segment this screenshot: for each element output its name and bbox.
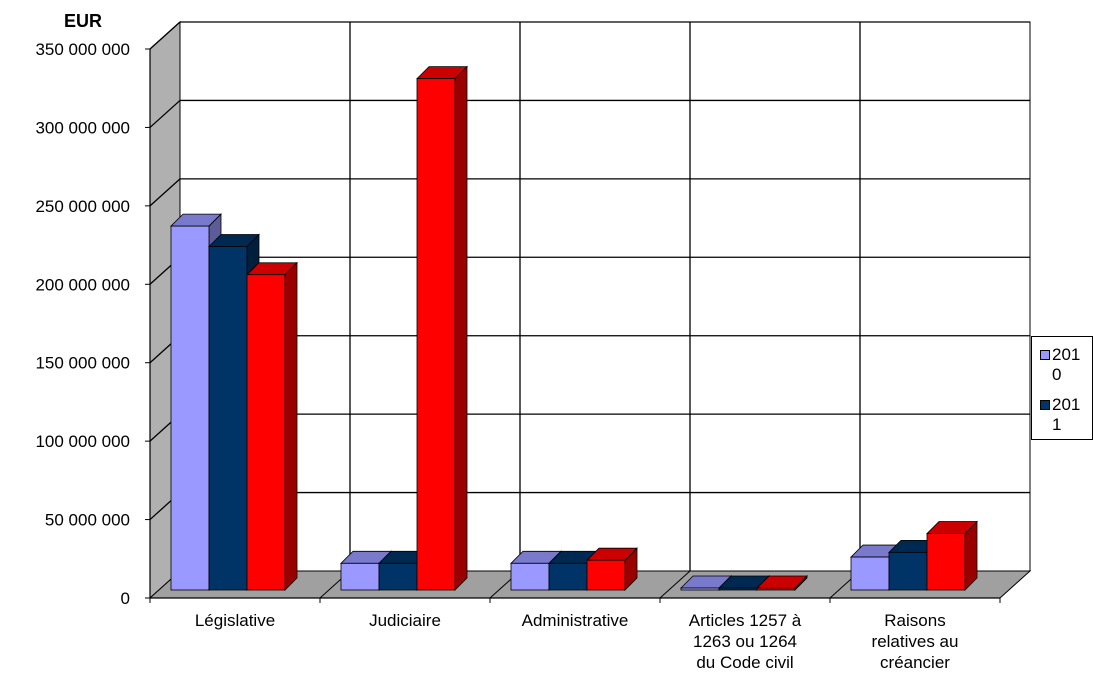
bar-front [680, 587, 720, 591]
axes [145, 48, 1001, 603]
bar-3-cat-4 [756, 575, 808, 591]
y-tick-label: 200 000 000 [35, 275, 130, 294]
bars [170, 65, 978, 591]
y-tick-label: 100 000 000 [35, 432, 130, 451]
bar-front [416, 78, 456, 591]
bar-side [454, 65, 468, 591]
gridlines [149, 21, 1030, 599]
y-tick-label: 250 000 000 [35, 197, 130, 216]
bar-front [926, 533, 966, 591]
y-tick-label: 150 000 000 [35, 354, 130, 373]
x-category-label: relatives au [872, 632, 959, 651]
x-category-label: créancier [880, 653, 950, 672]
bar-front [510, 562, 550, 591]
floor-divider [659, 570, 691, 599]
back-wall [179, 21, 1031, 572]
x-category-label: Judiciaire [369, 611, 441, 630]
y-tick-labels: 0 50 000 000 100 000 000 150 000 000 200 000… [35, 40, 130, 608]
legend-swatch-2011 [1040, 400, 1050, 410]
chart-walls [148, 20, 1032, 600]
bar-side [284, 261, 298, 591]
x-category-label: du Code civil [696, 653, 793, 672]
x-category-label: Articles 1257 à [689, 611, 802, 630]
y-axis-unit-label: EUR [64, 11, 102, 31]
bar-3-cat-3 [586, 547, 638, 591]
bar-front [586, 559, 626, 591]
gridline-side [149, 99, 181, 128]
bar-front [246, 274, 286, 591]
y-tick-label: 0 [121, 589, 130, 608]
bar-front [888, 551, 928, 591]
legend-label-2010: 2010 [1052, 345, 1081, 384]
bar-front [378, 562, 418, 591]
y-tick-label: 300 000 000 [35, 118, 130, 137]
x-category-label: Législative [195, 611, 275, 630]
bar-front [756, 587, 796, 591]
bar-front [850, 556, 890, 591]
bar-front [170, 225, 210, 591]
x-category-labels: Législative Judiciaire Administrative Artic… [195, 611, 959, 672]
legend-swatch-2010 [1040, 350, 1050, 360]
bar-3-cat-2 [416, 65, 468, 591]
x-category-label: 1263 ou 1264 [693, 632, 797, 651]
y-tick-label: 50 000 000 [45, 511, 130, 530]
y-tick-label: 350 000 000 [35, 40, 130, 59]
legend: 2010 2011 [1031, 336, 1093, 440]
x-category-label: Administrative [522, 611, 629, 630]
bar-3-cat-5 [926, 520, 978, 591]
x-category-label: Raisons [884, 611, 945, 630]
bar-3-cat-1 [246, 261, 298, 591]
gridline-side [149, 178, 181, 207]
bar-front [340, 562, 380, 591]
gridline-side [149, 21, 181, 50]
bar-front [718, 587, 758, 591]
legend-label-2011: 2011 [1052, 395, 1081, 434]
bar-front [208, 246, 248, 591]
bar-front [548, 562, 588, 591]
